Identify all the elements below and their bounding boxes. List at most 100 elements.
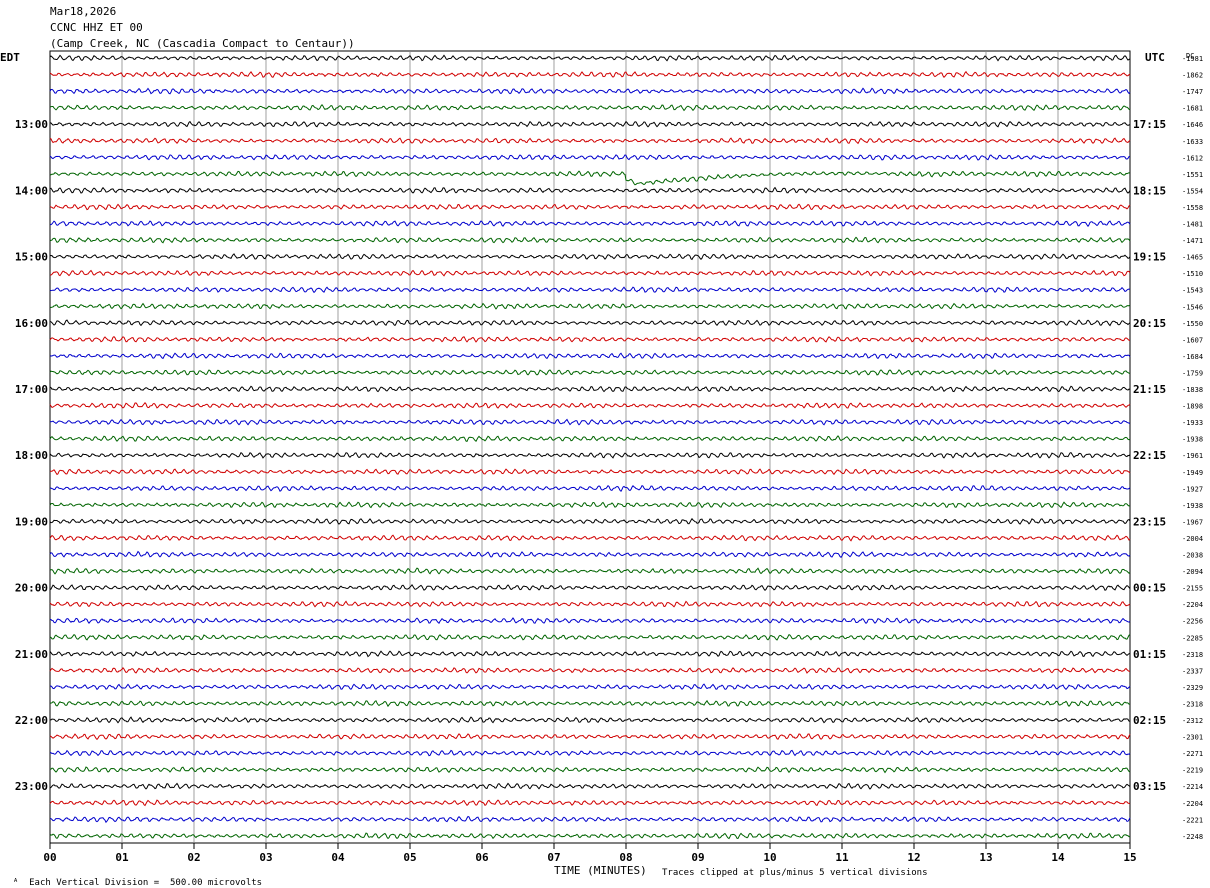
dc-value: -1471: [1182, 237, 1203, 245]
trace-row: [49, 319, 1131, 327]
hour-label-utc: 03:15: [1133, 780, 1166, 793]
dc-value: -1543: [1182, 287, 1203, 295]
dc-value: -1551: [1182, 171, 1203, 179]
dc-value: -1612: [1182, 154, 1203, 162]
utc-label: UTC: [1145, 51, 1165, 64]
hour-label-edt: 22:00: [15, 714, 48, 727]
dc-value: -1927: [1182, 485, 1203, 493]
hour-label-edt: 21:00: [15, 648, 48, 661]
scale-text: Each Vertical Division = 500.00 microvol…: [29, 878, 263, 888]
trace-row: [49, 832, 1131, 840]
dc-value: -2318: [1182, 700, 1203, 708]
dc-value: -1759: [1182, 369, 1203, 377]
hour-label-utc: 01:15: [1133, 648, 1166, 661]
plot-date: Mar18,2026: [50, 5, 117, 18]
dc-value: -2301: [1182, 734, 1203, 742]
trace-row: [49, 782, 1131, 790]
hour-label-edt: 15:00: [15, 251, 48, 264]
dc-value: -2038: [1182, 552, 1203, 560]
trace-row: [49, 733, 1131, 741]
hour-label-utc: 22:15: [1133, 449, 1166, 462]
trace-row: [49, 600, 1131, 608]
dc-value: -1747: [1182, 88, 1203, 96]
trace-row: [49, 103, 1131, 112]
trace-row: [49, 418, 1131, 426]
channel-code: CCNC HHZ ET 00: [50, 21, 143, 34]
trace-row: [49, 352, 1131, 360]
trace-row: [49, 269, 1131, 277]
dc-value: -2219: [1182, 767, 1203, 775]
trace-row: [49, 501, 1131, 509]
dc-value: -2204: [1182, 800, 1203, 808]
dc-value: -2329: [1182, 684, 1203, 692]
trace-row: [49, 236, 1131, 244]
dc-value: -1681: [1182, 105, 1203, 113]
trace-row: [49, 666, 1131, 674]
hour-label-edt: 19:00: [15, 515, 48, 528]
dc-value: -2256: [1182, 618, 1203, 626]
hour-label-edt: 17:00: [15, 383, 48, 396]
hour-label-utc: 02:15: [1133, 714, 1166, 727]
trace-row: [49, 435, 1131, 442]
x-tick-label: 04: [331, 851, 345, 864]
edt-label: EDT: [0, 51, 20, 64]
x-tick-label: 09: [691, 851, 704, 864]
x-tick-label: 01: [115, 851, 129, 864]
x-tick-label: 00: [43, 851, 56, 864]
trace-row: [49, 336, 1131, 343]
dc-value: -1949: [1182, 469, 1203, 477]
scale-note: ᴬ Each Vertical Division = 500.00 microv…: [2, 868, 262, 888]
trace-row: [49, 550, 1131, 558]
trace-row: [49, 567, 1131, 575]
x-tick-label: 05: [403, 851, 416, 864]
trace-row: [49, 302, 1131, 310]
dc-value: -1981: [1182, 55, 1203, 63]
x-tick-label: 02: [187, 851, 200, 864]
trace-row: [49, 583, 1131, 591]
hour-label-edt: 16:00: [15, 317, 48, 330]
trace-row: [49, 170, 1131, 186]
x-tick-label: 15: [1123, 851, 1136, 864]
trace-row: [49, 815, 1131, 824]
trace-row: [49, 534, 1131, 542]
hour-label-utc: 00:15: [1133, 582, 1166, 595]
dc-value: -2271: [1182, 750, 1203, 758]
trace-row: [49, 385, 1131, 393]
trace-row: [49, 186, 1131, 194]
dc-value: -1646: [1182, 121, 1203, 129]
trace-row: [49, 683, 1131, 691]
x-axis-label: TIME (MINUTES): [554, 864, 647, 877]
hour-label-utc: 21:15: [1133, 383, 1166, 396]
dc-value: -2204: [1182, 601, 1203, 609]
clip-note: Traces clipped at plus/minus 5 vertical …: [662, 868, 928, 878]
trace-row: [49, 517, 1131, 525]
trace-row: [49, 120, 1131, 128]
dc-value: -2094: [1182, 568, 1203, 576]
trace-row: [49, 468, 1131, 476]
dc-value: -2312: [1182, 717, 1203, 725]
trace-row: [49, 137, 1131, 145]
dc-value: -2004: [1182, 535, 1203, 543]
hour-label-edt: 13:00: [15, 118, 48, 131]
hour-label-utc: 20:15: [1133, 317, 1166, 330]
trace-row: [49, 633, 1131, 641]
dc-value: -1558: [1182, 204, 1203, 212]
dc-value: -1862: [1182, 72, 1203, 80]
hour-label-utc: 23:15: [1133, 515, 1166, 528]
dc-value: -1546: [1182, 303, 1203, 311]
hour-label-edt: 23:00: [15, 780, 48, 793]
dc-value: -1938: [1182, 502, 1203, 510]
trace-row: [49, 87, 1131, 95]
trace-row: [49, 70, 1131, 79]
x-tick-label: 14: [1051, 851, 1065, 864]
plot-frame: [49, 50, 1131, 844]
hour-label-edt: 18:00: [15, 449, 48, 462]
dc-value: -1554: [1182, 187, 1203, 195]
trace-row: [49, 369, 1131, 376]
trace-row: [49, 617, 1131, 625]
dc-value: -1938: [1182, 436, 1203, 444]
trace-row: [49, 484, 1131, 492]
trace-row: [49, 154, 1131, 161]
dc-value: -2248: [1182, 833, 1203, 841]
dc-value: -2337: [1182, 667, 1203, 675]
